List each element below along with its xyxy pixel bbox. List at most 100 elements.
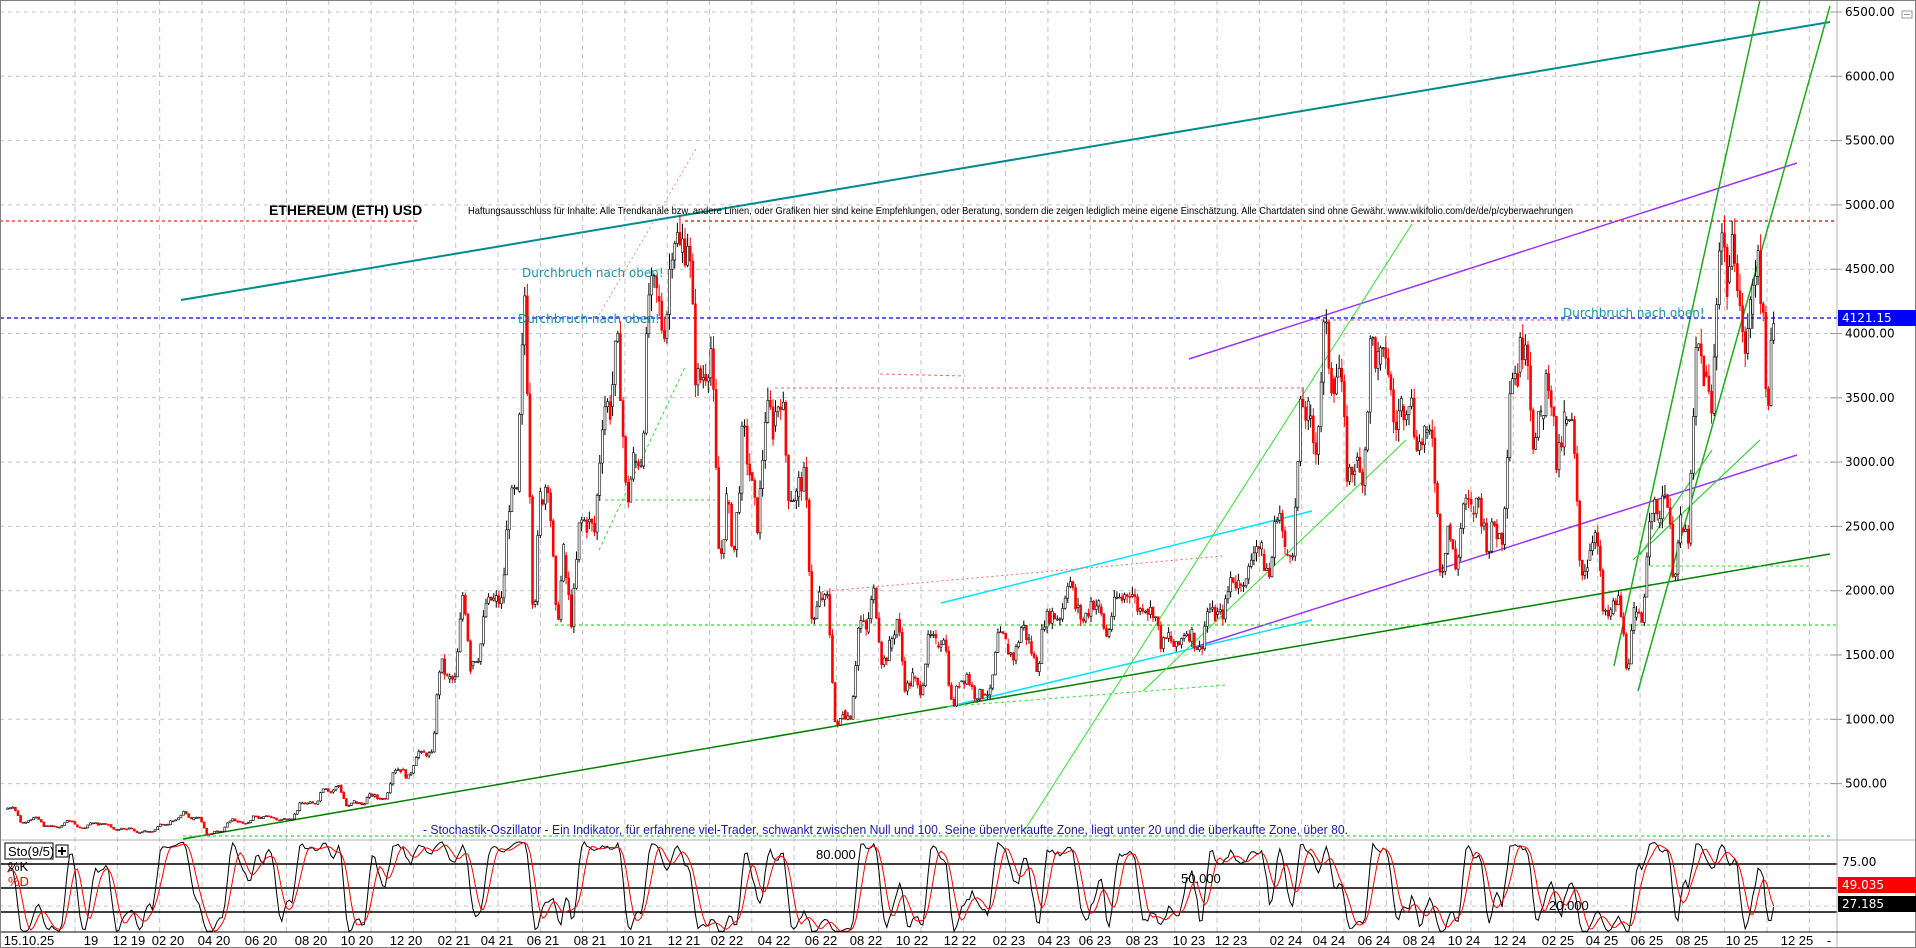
candle-body	[719, 548, 723, 554]
candle	[422, 749, 426, 753]
candle	[598, 454, 602, 502]
candle	[1477, 496, 1481, 508]
candle-body	[678, 232, 682, 245]
candle-body	[1348, 466, 1351, 482]
candle-body	[1454, 548, 1457, 570]
date-tick-label: 06 25	[1631, 933, 1664, 948]
candle-body	[1092, 600, 1095, 610]
candle-body	[487, 596, 490, 604]
candle-body	[339, 785, 343, 793]
candle-body	[1733, 234, 1737, 264]
date-tick-label: 06 21	[527, 933, 560, 948]
candle	[1462, 502, 1465, 535]
candle-body	[1637, 611, 1641, 614]
date-tick-label: 02 24	[1270, 933, 1303, 948]
candle	[714, 378, 718, 471]
candle	[200, 816, 203, 823]
candle	[1198, 640, 1201, 652]
candle-body	[668, 268, 671, 315]
candle-body	[378, 797, 382, 800]
candle	[176, 817, 180, 821]
collapse-icon[interactable]	[1901, 10, 1913, 19]
candle-body	[1560, 442, 1563, 448]
candle	[166, 823, 170, 826]
candle	[1513, 365, 1517, 386]
candle	[1283, 526, 1287, 555]
candle	[709, 336, 713, 386]
candle-body	[1017, 642, 1020, 648]
candle-body	[1622, 616, 1625, 635]
candle-body	[585, 519, 589, 533]
candle-body	[1619, 595, 1623, 618]
candle	[1337, 354, 1341, 378]
candle-body	[520, 344, 524, 415]
candle-body	[965, 674, 969, 685]
candle-body	[1534, 437, 1538, 450]
candle-body	[717, 467, 721, 549]
candle-body	[738, 492, 741, 513]
candle-body	[701, 377, 705, 381]
candle-body	[947, 650, 951, 686]
candle	[360, 802, 364, 806]
candle	[1050, 607, 1054, 630]
candle	[960, 680, 963, 683]
candle	[1606, 604, 1610, 620]
candle-body	[539, 491, 542, 536]
candle-body	[929, 634, 933, 636]
candle-body	[1539, 410, 1543, 413]
candle-body	[986, 694, 989, 697]
candle-body	[994, 652, 997, 676]
candle-body	[494, 595, 498, 602]
candle-body	[1131, 594, 1134, 597]
candle-body	[559, 580, 563, 620]
candle-body	[1661, 495, 1664, 520]
candle	[1666, 493, 1669, 508]
candle	[1188, 629, 1191, 643]
candle	[1218, 603, 1222, 615]
candle	[1516, 363, 1519, 388]
candle-body	[1151, 607, 1155, 619]
candle-body	[1299, 398, 1302, 462]
candle-body	[1237, 579, 1240, 589]
candle-body	[962, 680, 966, 685]
candle	[531, 494, 534, 609]
candle-body	[1759, 250, 1762, 305]
trendline-steep-4	[1639, 449, 1713, 556]
candle	[1032, 651, 1036, 660]
candle-body	[732, 545, 736, 550]
candle	[1350, 466, 1354, 483]
k-value-box	[1838, 896, 1916, 912]
candle	[833, 682, 837, 723]
candle	[1268, 562, 1271, 579]
candle	[1751, 278, 1755, 329]
candle-body	[836, 721, 839, 726]
date-tick-label: 10 24	[1448, 933, 1481, 948]
candle	[420, 750, 423, 755]
candle-body	[1565, 419, 1568, 424]
candle	[202, 821, 206, 829]
candle-body	[272, 817, 276, 819]
candle	[795, 488, 798, 510]
candle-body	[1312, 415, 1315, 444]
level-20-label: 20.000	[1549, 898, 1589, 913]
candle	[738, 486, 741, 515]
candle	[999, 626, 1002, 634]
candle-body	[1606, 609, 1610, 617]
candle-body	[1529, 365, 1532, 411]
candle-body	[396, 769, 400, 771]
candle	[233, 818, 237, 822]
candle-body	[1689, 473, 1693, 544]
plus-box-icon[interactable]	[55, 844, 69, 858]
candle	[981, 689, 984, 700]
trendline-red-dotted	[816, 555, 1223, 593]
candle-body	[575, 559, 578, 589]
candle-body	[1718, 250, 1721, 305]
candle	[1239, 582, 1243, 592]
candle-body	[164, 824, 167, 826]
candle	[771, 399, 775, 446]
candle-body	[787, 454, 790, 501]
candle	[1756, 244, 1760, 286]
candle	[536, 530, 540, 606]
candle	[748, 453, 752, 482]
candle-body	[1229, 577, 1232, 593]
